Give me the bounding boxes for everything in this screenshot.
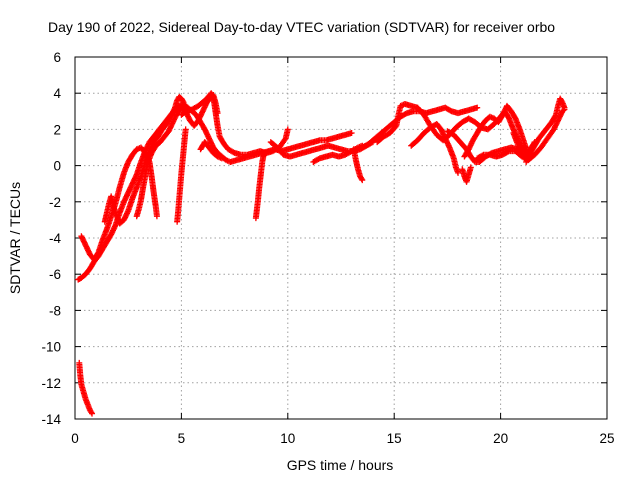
data-point [89, 410, 96, 417]
y-tick-label: -12 [41, 376, 61, 391]
series-group [75, 90, 568, 417]
chart-title: Day 190 of 2022, Sidereal Day-to-day VTE… [48, 19, 555, 35]
x-tick-labels: 0 5 10 15 20 25 [71, 431, 614, 446]
series-track [76, 359, 96, 417]
x-tick-label: 15 [387, 431, 402, 446]
series-track [252, 149, 268, 222]
y-tick-label: -14 [41, 412, 61, 427]
data-point [284, 126, 291, 133]
data-point [531, 139, 538, 146]
series-track [359, 104, 481, 151]
y-tick-label: 2 [53, 122, 61, 137]
data-point [88, 409, 95, 416]
data-point [261, 149, 268, 156]
series-track [178, 90, 291, 158]
data-point [182, 126, 189, 133]
series-track [461, 102, 532, 160]
data-point [358, 175, 365, 182]
series-track [174, 126, 189, 225]
series-track [408, 120, 462, 176]
x-tick-label: 10 [280, 431, 295, 446]
gridlines [75, 57, 607, 419]
x-tick-label: 20 [493, 431, 508, 446]
y-tick-label: -8 [49, 303, 61, 318]
series-track [510, 130, 538, 162]
data-point [153, 213, 160, 220]
data-point [467, 164, 474, 171]
y-axis-title: SDTVAR / TECUs [7, 182, 23, 294]
data-point [348, 130, 355, 137]
data-point [479, 152, 486, 159]
data-point [218, 155, 225, 162]
axis-ticks [74, 56, 608, 420]
y-tick-label: -6 [49, 267, 61, 282]
data-point [530, 140, 537, 147]
x-axis-title: GPS time / hours [287, 457, 394, 473]
x-tick-label: 25 [599, 431, 614, 446]
data-point [281, 136, 288, 143]
y-tick-label: 4 [53, 86, 61, 101]
data-point [455, 169, 462, 176]
data-point [180, 99, 187, 106]
data-point [504, 148, 511, 155]
y-tick-label: -2 [49, 195, 61, 210]
data-point [561, 104, 568, 111]
data-series [75, 90, 568, 417]
y-tick-label: -4 [49, 231, 61, 246]
y-tick-labels: -14 -12 -10 -8 -6 -4 -2 0 2 4 6 [41, 50, 61, 427]
data-point [179, 98, 186, 105]
data-point [474, 104, 481, 111]
x-tick-label: 5 [178, 431, 186, 446]
series-track [350, 146, 366, 184]
y-tick-label: 6 [53, 50, 61, 65]
data-point [552, 113, 559, 120]
series-track [310, 142, 366, 165]
data-point [359, 177, 366, 184]
x-tick-label: 0 [71, 431, 79, 446]
y-tick-label: 0 [53, 159, 61, 174]
data-point [209, 92, 216, 99]
y-tick-label: -10 [41, 340, 61, 355]
series-track [197, 139, 225, 162]
series-track [459, 164, 474, 185]
